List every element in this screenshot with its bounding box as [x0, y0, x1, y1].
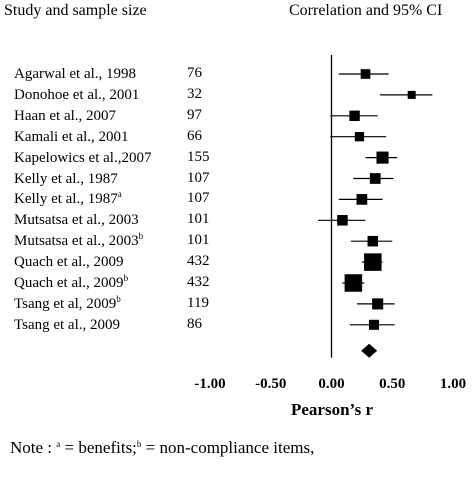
- study-name: Haan et al., 2007: [14, 107, 117, 124]
- sample-size: 86: [187, 315, 202, 332]
- study-name: Mutsatsa et al., 2003: [14, 233, 139, 250]
- footnote-sup-a: a: [56, 439, 61, 449]
- study-label: Kapelowics et al.,2007: [14, 149, 151, 167]
- sample-size: 432: [187, 253, 210, 270]
- effect-square: [369, 173, 381, 184]
- footnote: Note : a = benefits;b = non-compliance i…: [10, 438, 314, 458]
- study-footnote-mark: b: [116, 293, 121, 304]
- sample-size: 432: [187, 274, 210, 290]
- effect-square: [344, 274, 363, 292]
- study-label: Haan et al., 2007: [14, 107, 116, 125]
- effect-square: [372, 298, 384, 310]
- study-column-header: Study and sample size: [4, 2, 147, 19]
- sample-size: 101: [187, 211, 210, 228]
- effect-square: [349, 110, 360, 122]
- sample-size: 66: [187, 127, 202, 144]
- footnote-prefix: Note :: [10, 438, 57, 457]
- study-label: Kelly et al., 1987: [14, 170, 118, 188]
- sample-size: 101: [187, 232, 210, 249]
- effect-square: [337, 215, 348, 226]
- effect-square: [369, 319, 380, 330]
- effect-square: [360, 69, 371, 79]
- footnote-sup-b: b: [136, 439, 142, 449]
- sample-size: 155: [187, 148, 210, 165]
- sample-size: 76: [187, 65, 202, 81]
- study-label: Agarwal et al., 1998: [14, 65, 136, 83]
- pooled-diamond: [361, 343, 378, 358]
- study-footnote-mark: b: [123, 273, 129, 283]
- footnote-text-b: = non-compliance items,: [141, 438, 315, 457]
- study-name: Kamali et al., 2001: [14, 128, 129, 145]
- correlation-column-header: Correlation and 95% CI: [289, 2, 443, 19]
- effect-square: [407, 90, 416, 99]
- study-name: Kapelowics et al.,2007: [14, 149, 152, 166]
- effect-square: [367, 235, 379, 247]
- study-label: Mutsatsa et al., 2003: [14, 211, 139, 229]
- study-name: Agarwal et al., 1998: [14, 66, 137, 82]
- study-name: Donohoe et al., 2001: [14, 86, 140, 103]
- study-footnote-mark: a: [117, 189, 122, 200]
- study-name: Tsang et al, 2009: [14, 295, 117, 312]
- sample-size: 107: [187, 169, 210, 186]
- study-label: Donohoe et al., 2001: [14, 86, 139, 104]
- sample-size: 119: [187, 294, 209, 311]
- study-label: Quach et al., 2009: [14, 253, 124, 271]
- study-label: Kamali et al., 2001: [14, 128, 129, 146]
- study-name: Kelly et al., 1987: [14, 191, 118, 208]
- sample-size: 107: [187, 190, 210, 207]
- sample-size: 32: [187, 85, 202, 102]
- x-axis-label: Pearson’s r: [291, 400, 373, 419]
- x-tick-label: 0.50: [379, 376, 405, 392]
- study-footnote-mark: b: [138, 231, 144, 242]
- sample-size: 97: [187, 106, 202, 123]
- study-name: Quach et al., 2009: [14, 275, 124, 291]
- study-label: Mutsatsa et al., 2003b: [14, 232, 143, 250]
- study-name: Kelly et al., 1987: [14, 170, 118, 187]
- x-tick-label: 1.00: [440, 376, 466, 392]
- study-label: Quach et al., 2009b: [14, 274, 128, 292]
- study-label: Tsang et al., 2009: [14, 316, 120, 334]
- x-tick-label: 0.00: [318, 376, 344, 392]
- study-name: Tsang et al., 2009: [14, 316, 121, 333]
- effect-square: [356, 194, 368, 205]
- effect-square: [376, 151, 389, 164]
- study-name: Quach et al., 2009: [14, 254, 124, 271]
- study-label: Kelly et al., 1987a: [14, 190, 122, 208]
- x-tick-label: -0.50: [255, 376, 286, 392]
- study-label: Tsang et al, 2009b: [14, 293, 121, 313]
- study-name: Mutsatsa et al., 2003: [14, 212, 139, 229]
- effect-square: [354, 132, 365, 142]
- footnote-text-a: = benefits;: [60, 438, 137, 457]
- x-tick-label: -1.00: [194, 376, 225, 392]
- effect-square: [364, 253, 382, 271]
